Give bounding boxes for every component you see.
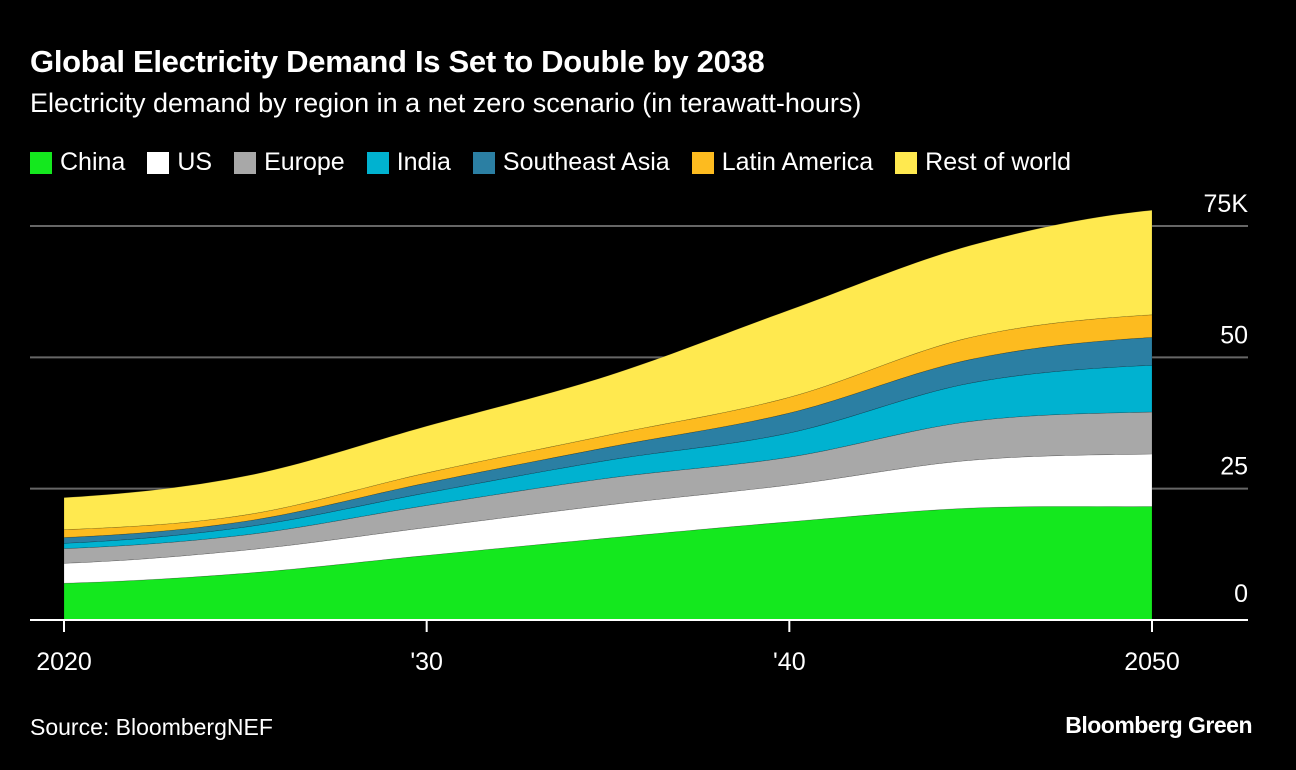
x-tick-label: 2050: [1124, 648, 1180, 676]
y-tick-label: 75K: [1204, 190, 1249, 218]
brand-logo: Bloomberg Green: [1065, 712, 1252, 738]
legend-swatch: [366, 151, 389, 174]
legend-item-china: China: [30, 148, 125, 177]
chart-title: Global Electricity Demand Is Set to Doub…: [30, 44, 765, 79]
legend-label: Latin America: [721, 148, 874, 176]
source-note: Source: BloombergNEF: [30, 714, 273, 740]
legend-item-india: India: [366, 148, 451, 177]
y-tick-label: 25: [1220, 453, 1248, 481]
legend-label: Southeast Asia: [502, 148, 670, 176]
legend: China US Europe India Southeast Asia Latin Am…: [30, 148, 1071, 177]
legend-item-us: US: [147, 148, 212, 177]
legend-swatch: [691, 151, 714, 174]
area-rest-of-world: [63, 209, 1153, 530]
legend-label: India: [396, 148, 451, 176]
area-southeast-asia: [63, 337, 1153, 544]
y-tick-label: 50: [1220, 321, 1248, 349]
area-latin-america: [63, 314, 1153, 538]
legend-label: US: [177, 148, 213, 176]
legend-swatch: [472, 151, 495, 174]
x-tick-label: '40: [773, 648, 806, 676]
legend-swatch: [234, 151, 257, 174]
x-tick-label: '30: [410, 648, 443, 676]
legend-item-latin-america: Latin America: [691, 148, 874, 177]
legend-swatch: [895, 151, 918, 174]
legend-label: Europe: [264, 148, 345, 176]
legend-swatch: [147, 151, 170, 174]
legend-label: Rest of world: [925, 148, 1072, 176]
legend-item-europe: Europe: [234, 148, 345, 177]
legend-label: China: [60, 148, 126, 176]
x-tick-label: 2020: [36, 648, 92, 676]
chart-subtitle: Electricity demand by region in a net ze…: [30, 88, 862, 118]
y-tick-label: 0: [1234, 580, 1248, 608]
legend-item-rest-of-world: Rest of world: [895, 148, 1071, 177]
legend-swatch: [30, 151, 52, 174]
legend-item-southeast-asia: Southeast Asia: [472, 148, 670, 177]
